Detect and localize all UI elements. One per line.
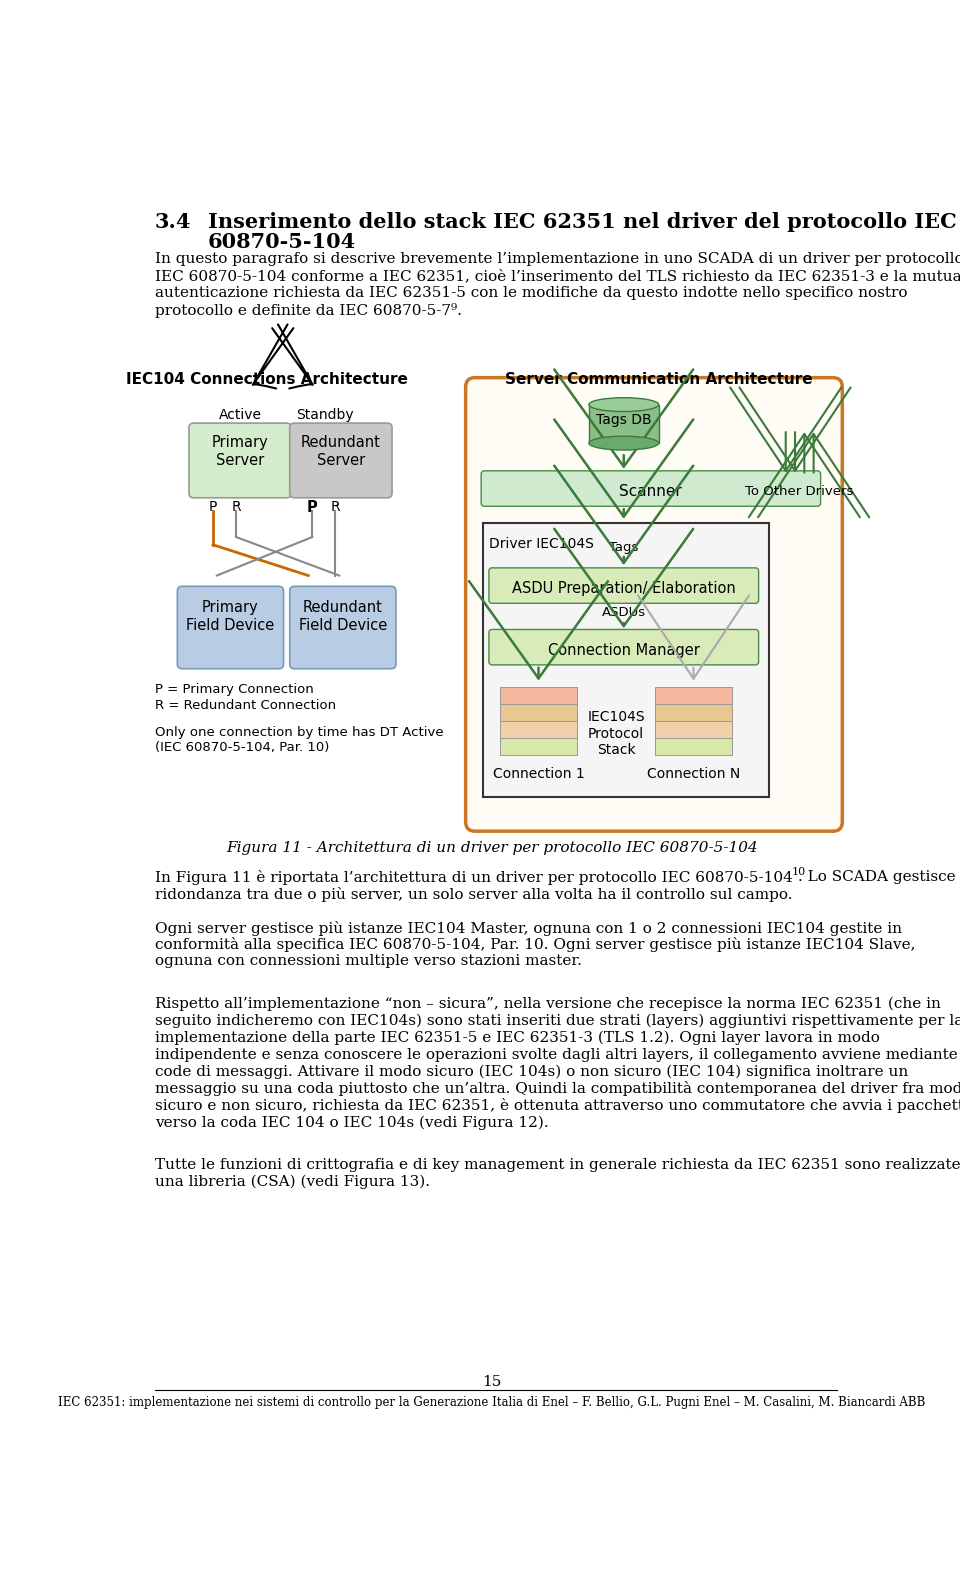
Text: P: P	[307, 500, 318, 515]
Text: Connection 1: Connection 1	[492, 767, 585, 781]
Text: IEC104S
Protocol
Stack: IEC104S Protocol Stack	[588, 710, 645, 757]
Text: una libreria (CSA) (vedi Figura 13).: una libreria (CSA) (vedi Figura 13).	[155, 1175, 430, 1189]
Text: sicuro e non sicuro, richiesta da IEC 62351, è ottenuta attraverso uno commutato: sicuro e non sicuro, richiesta da IEC 62…	[155, 1099, 960, 1113]
Text: Tutte le funzioni di crittografia e di key management in generale richiesta da I: Tutte le funzioni di crittografia e di k…	[155, 1158, 960, 1172]
Text: ASDU Preparation/ Elaboration: ASDU Preparation/ Elaboration	[512, 581, 735, 596]
Text: R: R	[330, 500, 340, 515]
Bar	[500, 721, 577, 738]
Text: (IEC 60870-5-104, Par. 10): (IEC 60870-5-104, Par. 10)	[155, 742, 329, 754]
Bar	[655, 688, 732, 703]
Text: ridondanza tra due o più server, un solo server alla volta ha il controllo sul c: ridondanza tra due o più server, un solo…	[155, 886, 792, 902]
Text: In questo paragrafo si descrive brevemente l’implementazione in uno SCADA di un : In questo paragrafo si descrive brevemen…	[155, 252, 960, 267]
Text: Active: Active	[219, 408, 262, 422]
Bar	[500, 703, 577, 721]
Text: Driver IEC104S: Driver IEC104S	[489, 537, 594, 551]
Text: conformità alla specifica IEC 60870-5-104, Par. 10. Ogni server gestisce più ist: conformità alla specifica IEC 60870-5-10…	[155, 937, 916, 953]
Text: implementazione della parte IEC 62351-5 e IEC 62351-3 (TLS 1.2). Ogni layer lavo: implementazione della parte IEC 62351-5 …	[155, 1031, 879, 1045]
Text: Only one connection by time has DT Active: Only one connection by time has DT Activ…	[155, 726, 444, 738]
Text: messaggio su una coda piuttosto che un’altra. Quindi la compatibilità contempora: messaggio su una coda piuttosto che un’a…	[155, 1081, 960, 1096]
Text: verso la coda IEC 104 o IEC 104s (vedi Figura 12).: verso la coda IEC 104 o IEC 104s (vedi F…	[155, 1115, 548, 1129]
Text: Rispetto all’implementazione “non – sicura”, nella versione che recepisce la nor: Rispetto all’implementazione “non – sicu…	[155, 997, 941, 1012]
FancyBboxPatch shape	[466, 378, 842, 831]
Text: Redundant
Field Device: Redundant Field Device	[299, 600, 387, 632]
Bar	[655, 721, 732, 738]
Text: R = Redundant Connection: R = Redundant Connection	[155, 699, 336, 711]
Text: Figura 11 - Architettura di un driver per protocollo IEC 60870-5-104: Figura 11 - Architettura di un driver pe…	[227, 842, 757, 856]
Text: IEC 62351: implementazione nei sistemi di controllo per la Generazione Italia di: IEC 62351: implementazione nei sistemi d…	[59, 1396, 925, 1409]
Text: ognuna con connessioni multiple verso stazioni master.: ognuna con connessioni multiple verso st…	[155, 954, 582, 969]
Text: IEC104 Connections Architecture: IEC104 Connections Architecture	[127, 372, 408, 387]
Text: In Figura 11 è riportata l’architettura di un driver per protocollo IEC 60870-5-: In Figura 11 è riportata l’architettura …	[155, 870, 793, 885]
Text: Redundant
Server: Redundant Server	[300, 435, 381, 468]
Bar	[655, 703, 732, 721]
Text: Primary
Field Device: Primary Field Device	[186, 600, 275, 632]
Text: Tags: Tags	[609, 542, 638, 554]
FancyBboxPatch shape	[178, 586, 283, 669]
Text: IEC 60870-5-104 conforme a IEC 62351, cioè l’inserimento del TLS richiesto da IE: IEC 60870-5-104 conforme a IEC 62351, ci…	[155, 268, 960, 283]
Text: Tags DB: Tags DB	[596, 413, 652, 427]
Text: R: R	[231, 500, 241, 515]
Text: Server Communication Architecture: Server Communication Architecture	[505, 372, 812, 387]
Text: protocollo e definite da IEC 60870-5-7⁹.: protocollo e definite da IEC 60870-5-7⁹.	[155, 303, 462, 318]
FancyBboxPatch shape	[483, 522, 770, 797]
Text: 60870-5-104: 60870-5-104	[207, 232, 356, 252]
Text: Scanner: Scanner	[619, 484, 683, 499]
Text: Primary
Server: Primary Server	[212, 435, 269, 468]
Text: Standby: Standby	[297, 408, 354, 422]
Text: 15: 15	[482, 1375, 502, 1390]
FancyBboxPatch shape	[489, 629, 758, 665]
Text: P = Primary Connection: P = Primary Connection	[155, 683, 314, 697]
Text: autenticazione richiesta da IEC 62351-5 con le modifiche da questo indotte nello: autenticazione richiesta da IEC 62351-5 …	[155, 286, 907, 300]
FancyBboxPatch shape	[290, 422, 392, 497]
Text: ASDUs: ASDUs	[602, 607, 646, 619]
FancyBboxPatch shape	[481, 470, 821, 507]
Bar	[500, 688, 577, 703]
FancyBboxPatch shape	[189, 422, 291, 497]
Bar	[588, 405, 659, 443]
Text: To Other Drivers: To Other Drivers	[746, 484, 853, 497]
Ellipse shape	[588, 397, 659, 411]
Bar	[655, 738, 732, 754]
Text: Connection Manager: Connection Manager	[548, 643, 700, 657]
Text: seguito indicheremo con IEC104s) sono stati inseriti due strati (layers) aggiunt: seguito indicheremo con IEC104s) sono st…	[155, 1013, 960, 1027]
Text: . Lo SCADA gestisce la: . Lo SCADA gestisce la	[798, 870, 960, 883]
FancyBboxPatch shape	[489, 569, 758, 603]
Text: P: P	[209, 500, 217, 515]
Text: Inserimento dello stack IEC 62351 nel driver del protocollo IEC: Inserimento dello stack IEC 62351 nel dr…	[207, 213, 956, 232]
Bar	[500, 738, 577, 754]
Ellipse shape	[588, 437, 659, 449]
FancyBboxPatch shape	[290, 586, 396, 669]
Text: Connection N: Connection N	[647, 767, 740, 781]
Text: 3.4: 3.4	[155, 213, 191, 232]
Text: Ogni server gestisce più istanze IEC104 Master, ognuna con 1 o 2 connessioni IEC: Ogni server gestisce più istanze IEC104 …	[155, 921, 901, 935]
Text: indipendente e senza conoscere le operazioni svolte dagli altri layers, il colle: indipendente e senza conoscere le operaz…	[155, 1048, 958, 1061]
Text: code di messaggi. Attivare il modo sicuro (IEC 104s) o non sicuro (IEC 104) sign: code di messaggi. Attivare il modo sicur…	[155, 1064, 908, 1078]
Text: 10: 10	[792, 867, 806, 878]
